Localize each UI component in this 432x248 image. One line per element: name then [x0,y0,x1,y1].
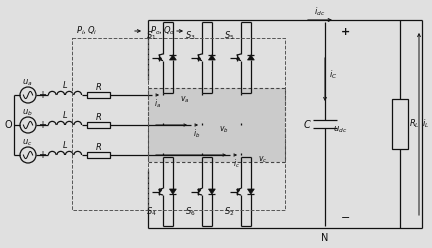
Text: $P_i, Q_i$: $P_i, Q_i$ [76,25,98,37]
Text: $R$: $R$ [95,111,102,122]
Bar [392,99,408,149]
Bar [148,88,285,162]
Polygon shape [169,189,176,194]
Text: $S_2$: $S_2$ [224,206,234,218]
Polygon shape [209,55,215,60]
Text: $v_a$: $v_a$ [180,95,190,105]
Polygon shape [248,189,254,194]
Polygon shape [169,55,176,60]
Bar [87,92,110,98]
Text: $i_C$: $i_C$ [329,69,337,81]
Text: $u_c$: $u_c$ [22,138,32,148]
Text: $u_b$: $u_b$ [22,108,32,118]
Text: $C$: $C$ [302,118,311,130]
Text: $S_6$: $S_6$ [185,206,195,218]
Text: $i_a$: $i_a$ [155,98,162,110]
Polygon shape [248,55,254,60]
Text: $-$: $-$ [340,211,350,221]
Text: $u_a$: $u_a$ [22,78,32,88]
Bar [148,38,285,210]
Text: N: N [321,233,329,243]
Text: $P_o, Q_o$: $P_o, Q_o$ [150,25,175,37]
Text: $i_{dc}$: $i_{dc}$ [314,6,326,18]
Text: +: + [38,120,46,130]
Text: $i_c$: $i_c$ [232,158,239,170]
Bar [72,38,148,210]
Text: $L$: $L$ [62,80,68,91]
Text: $L$: $L$ [62,139,68,151]
Text: $u_{dc}$: $u_{dc}$ [333,125,347,135]
Text: +: + [340,27,349,37]
Text: $L$: $L$ [62,110,68,121]
Text: +: + [38,150,46,160]
Text: $v_b$: $v_b$ [219,125,229,135]
Bar [87,152,110,158]
Text: $S_4$: $S_4$ [146,206,156,218]
Bar [87,122,110,128]
Text: $i_b$: $i_b$ [194,128,200,140]
Bar [148,88,285,162]
Text: +: + [38,90,46,100]
Text: $R_L$: $R_L$ [409,118,419,130]
Text: $S_3$: $S_3$ [185,30,195,42]
Text: $S_5$: $S_5$ [224,30,234,42]
Text: $S_1$: $S_1$ [146,30,156,42]
Text: $R$: $R$ [95,141,102,152]
Text: $i_L$: $i_L$ [422,118,430,130]
Text: $R$: $R$ [95,81,102,92]
Text: O: O [4,120,12,130]
Text: $v_c$: $v_c$ [258,155,268,165]
Polygon shape [209,189,215,194]
